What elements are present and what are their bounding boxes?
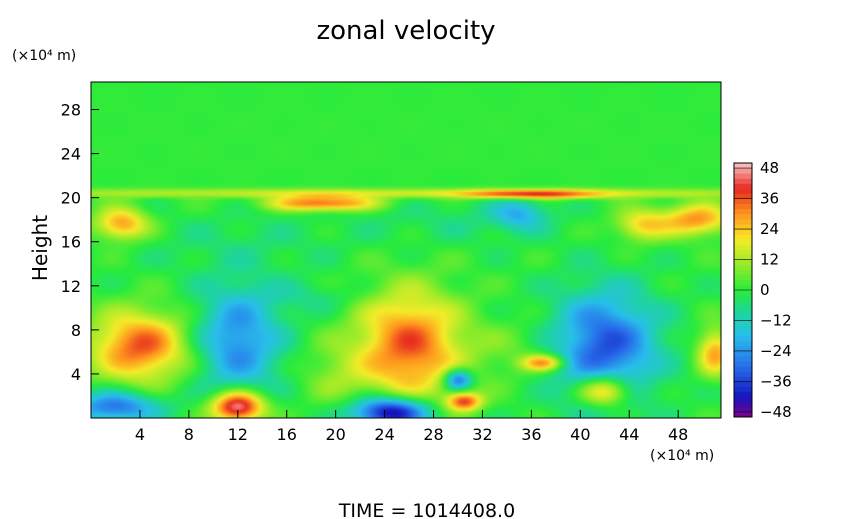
colorbar-band [734, 411, 752, 418]
x-tick-label: 44 [619, 425, 639, 444]
colorbar-band [734, 330, 752, 337]
y-tick-label: 12 [61, 277, 81, 296]
colorbar-band [734, 259, 752, 266]
colorbar-tick-label: 12 [760, 251, 779, 269]
x-tick-label: 24 [374, 425, 394, 444]
chart-title: zonal velocity [316, 16, 495, 46]
y-tick-label: 8 [71, 321, 81, 340]
x-axis-ticks: 4 8 12 16 20 24 28 32 36 40 44 48 [135, 410, 688, 444]
time-footer: TIME = 1014408.0 [338, 500, 515, 519]
colorbar-band [734, 381, 752, 388]
x-tick-label: 36 [521, 425, 541, 444]
colorbar-band [734, 279, 752, 286]
colorbar-band [734, 366, 752, 372]
x-tick-label: 20 [325, 425, 345, 444]
colorbar-band [734, 386, 752, 393]
y-tick-label: 20 [61, 189, 81, 208]
colorbar-band [734, 335, 752, 342]
colorbar-band [734, 208, 752, 215]
colorbar-band [734, 264, 752, 271]
x-tick-label: 40 [570, 425, 590, 444]
colorbar-band [734, 315, 752, 321]
colorbar-band [734, 391, 752, 398]
colorbar-band [734, 269, 752, 276]
plot-frame [90, 81, 722, 419]
colorbar-band [734, 300, 752, 306]
x-tick-label: 48 [668, 425, 688, 444]
colorbar-band [734, 244, 752, 250]
colorbar-band [734, 188, 752, 194]
y-axis-unit: (×10⁴ m) [12, 48, 76, 64]
x-tick-label: 12 [228, 425, 248, 444]
x-tick-label: 32 [472, 425, 492, 444]
x-tick-label: 16 [277, 425, 297, 444]
colorbar-band [734, 229, 752, 235]
colorbar-band [734, 305, 752, 311]
colorbar-band [734, 168, 752, 174]
colorbar-band [734, 325, 752, 332]
colorbar-band [734, 295, 752, 301]
plot-area [90, 81, 722, 419]
colorbar-band [734, 178, 752, 184]
colorbar-band [734, 198, 752, 205]
colorbar-band [734, 290, 752, 296]
colorbar-band [734, 371, 752, 377]
colorbar-band [734, 249, 752, 255]
colorbar-band [734, 396, 752, 403]
colorbar-band [734, 406, 752, 413]
colorbar-band [734, 223, 752, 230]
colorbar-tick-label: −24 [760, 342, 792, 360]
colorbar-band [734, 163, 752, 169]
colorbar-band [734, 284, 752, 291]
colorbar-band [734, 401, 752, 408]
colorbar-band [734, 203, 752, 210]
colorbar-band [734, 361, 752, 367]
colorbar-band [734, 350, 752, 357]
colorbar-tick-label: −48 [760, 403, 792, 421]
colorbar-tick-label: 48 [760, 159, 779, 177]
colorbar-tick-label: 0 [760, 281, 770, 299]
colorbar-band [734, 213, 752, 220]
colorbar-tick-label: −36 [760, 372, 792, 390]
x-tick-label: 28 [423, 425, 443, 444]
colorbar-band [734, 340, 752, 347]
colorbar-band [734, 254, 752, 261]
heatmap-field [91, 82, 721, 418]
y-tick-label: 24 [61, 145, 81, 164]
y-axis-ticks: 4 8 12 16 20 24 28 [61, 101, 99, 384]
y-tick-label: 4 [71, 365, 81, 384]
colorbar-band [734, 239, 752, 245]
colorbar-tick-label: 24 [760, 220, 779, 238]
y-axis-label: Height [28, 215, 52, 281]
colorbar-band [734, 376, 752, 382]
colorbar-tick-label: −12 [760, 311, 792, 329]
x-tick-label: 4 [135, 425, 145, 444]
colorbar-band [734, 173, 752, 179]
colorbar-band [734, 356, 752, 362]
y-tick-label: 16 [61, 233, 81, 252]
colorbar-band [734, 320, 752, 327]
colorbar-band [734, 310, 752, 316]
colorbar-band [734, 218, 752, 225]
x-tick-label: 8 [184, 425, 194, 444]
colorbar-tick-label: 36 [760, 190, 779, 208]
x-axis-unit: (×10⁴ m) [650, 448, 714, 464]
colorbar-band [734, 234, 752, 240]
colorbar-band [734, 193, 752, 200]
y-tick-label: 28 [61, 101, 81, 120]
colorbar-band [734, 183, 752, 189]
colorbar: 48 36 24 12 0 −12 −24 −36 −48 [733, 159, 792, 421]
colorbar-band [734, 274, 752, 281]
colorbar-band [734, 345, 752, 352]
